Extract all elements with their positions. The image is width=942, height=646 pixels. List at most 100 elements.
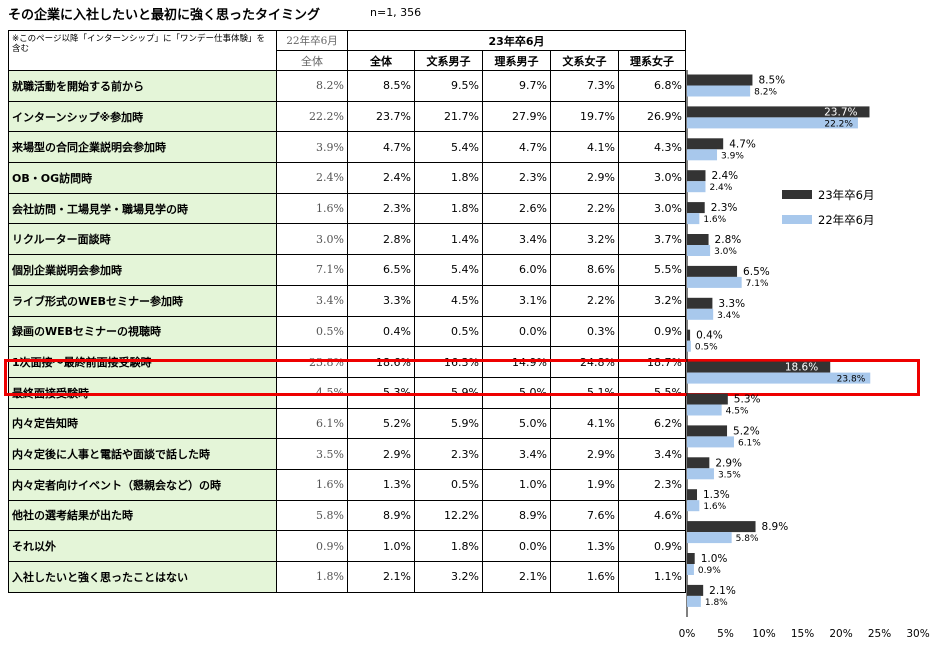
value-bunkei-male: 5.4% bbox=[414, 131, 483, 164]
x-tick-label: 25% bbox=[868, 628, 891, 640]
x-tick-label: 15% bbox=[791, 628, 814, 640]
value-rikei-male: 3.4% bbox=[482, 223, 551, 256]
bar-23 bbox=[687, 265, 738, 277]
bar-23 bbox=[687, 138, 724, 150]
row-label: 入社したいと強く思ったことはない bbox=[8, 561, 277, 593]
table-row: 個別企業説明会参加時 7.1% 6.5% 5.4% 6.0% 8.6% 5.5% bbox=[8, 254, 686, 286]
data-label-23: 2.9% bbox=[715, 457, 742, 469]
bar-23 bbox=[687, 361, 831, 373]
table-row: 最終面接受験時 4.5% 5.3% 5.9% 5.0% 5.1% 5.5% bbox=[8, 376, 686, 409]
value-22-total: 0.9% bbox=[276, 530, 348, 562]
value-bunkei-female: 4.1% bbox=[550, 407, 619, 440]
data-label-23: 0.4% bbox=[696, 330, 723, 342]
value-bunkei-male: 12.2% bbox=[414, 499, 483, 532]
bar-22 bbox=[687, 404, 722, 416]
value-total: 2.3% bbox=[347, 192, 415, 225]
value-rikei-male: 5.0% bbox=[482, 376, 551, 409]
x-tick-label: 20% bbox=[829, 628, 852, 640]
header-22: 22年卒6月 bbox=[276, 30, 348, 51]
data-label-22: 23.8% bbox=[837, 375, 866, 385]
chart-title: その企業に入社したいと最初に強く思ったタイミング bbox=[8, 8, 321, 23]
bar-23 bbox=[687, 489, 698, 501]
value-rikei-male: 2.1% bbox=[482, 561, 551, 593]
table-row: 内々定者向けイベント（懇親会など）の時 1.6% 1.3% 0.5% 1.0% 1.9% 2… bbox=[8, 468, 686, 501]
value-rikei-male: 9.7% bbox=[482, 70, 551, 102]
table-row: 他社の選考結果が出た時 5.8% 8.9% 12.2% 8.9% 7.6% 4.6% bbox=[8, 499, 686, 532]
value-bunkei-male: 0.5% bbox=[414, 315, 483, 348]
bar-22 bbox=[687, 595, 701, 607]
value-rikei-female: 4.6% bbox=[618, 499, 686, 532]
row-label: 内々定告知時 bbox=[8, 407, 277, 440]
table-row: 内々定後に人事と電話や面談で話した時 3.5% 2.9% 2.3% 3.4% 2.9% 3.… bbox=[8, 438, 686, 470]
data-label-23: 5.2% bbox=[733, 425, 760, 437]
value-bunkei-male: 2.3% bbox=[414, 438, 483, 470]
value-total: 5.2% bbox=[347, 407, 415, 440]
row-label: ライブ形式のWEBセミナー参加時 bbox=[8, 284, 277, 317]
value-bunkei-male: 3.2% bbox=[414, 561, 483, 593]
value-total: 6.5% bbox=[347, 254, 415, 286]
value-rikei-female: 1.1% bbox=[618, 561, 686, 593]
value-total: 3.3% bbox=[347, 284, 415, 317]
value-rikei-female: 3.4% bbox=[618, 438, 686, 470]
value-rikei-male: 0.0% bbox=[482, 315, 551, 348]
data-label-22: 0.9% bbox=[698, 566, 721, 576]
value-rikei-female: 5.5% bbox=[618, 254, 686, 286]
row-label: 最終面接受験時 bbox=[8, 376, 277, 409]
row-label: インターンシップ※参加時 bbox=[8, 100, 277, 133]
data-label-22: 5.8% bbox=[736, 534, 759, 544]
value-22-total: 3.9% bbox=[276, 131, 348, 164]
data-label-22: 7.1% bbox=[746, 279, 769, 289]
table-row: 内々定告知時 6.1% 5.2% 5.9% 5.0% 4.1% 6.2% bbox=[8, 407, 686, 440]
value-total: 2.8% bbox=[347, 223, 415, 256]
value-bunkei-female: 7.3% bbox=[550, 70, 619, 102]
value-bunkei-female: 1.9% bbox=[550, 468, 619, 501]
row-label: OB・OG訪問時 bbox=[8, 162, 277, 194]
bar-23 bbox=[687, 553, 695, 564]
value-bunkei-female: 2.2% bbox=[550, 192, 619, 225]
value-bunkei-male: 9.5% bbox=[414, 70, 483, 102]
bar-23 bbox=[687, 106, 870, 118]
data-label-22: 0.5% bbox=[695, 343, 718, 353]
value-bunkei-female: 8.6% bbox=[550, 254, 619, 286]
value-22-total: 6.1% bbox=[276, 407, 348, 440]
subheader-bunkei-male: 文系男子 bbox=[414, 50, 483, 71]
row-label: リクルーター面談時 bbox=[8, 223, 277, 256]
bar-23 bbox=[687, 425, 728, 437]
value-total: 8.9% bbox=[347, 499, 415, 532]
value-rikei-male: 14.9% bbox=[482, 346, 551, 378]
data-label-22: 3.0% bbox=[714, 247, 737, 257]
bar-22 bbox=[687, 85, 751, 97]
value-rikei-male: 0.0% bbox=[482, 530, 551, 562]
data-label-23: 23.7% bbox=[824, 106, 857, 118]
table-row: ライブ形式のWEBセミナー参加時 3.4% 3.3% 4.5% 3.1% 2.2% 3.2% bbox=[8, 284, 686, 317]
row-label: 来場型の合同企業説明会参加時 bbox=[8, 131, 277, 164]
bar-22 bbox=[687, 436, 734, 448]
data-label-22: 6.1% bbox=[738, 438, 761, 448]
bar-22 bbox=[687, 181, 706, 193]
x-tick-label: 5% bbox=[717, 628, 734, 640]
row-label: 録画のWEBセミナーの視聴時 bbox=[8, 315, 277, 348]
header-row-2: 全体 全体 文系男子 理系男子 文系女子 理系女子 bbox=[9, 50, 686, 71]
value-rikei-female: 18.7% bbox=[618, 346, 686, 378]
value-bunkei-male: 1.4% bbox=[414, 223, 483, 256]
data-label-22: 1.6% bbox=[703, 215, 726, 225]
bar-22 bbox=[687, 276, 742, 288]
value-bunkei-female: 2.9% bbox=[550, 438, 619, 470]
data-label-23: 6.5% bbox=[743, 266, 770, 278]
value-bunkei-female: 24.8% bbox=[550, 346, 619, 378]
value-22-total: 3.5% bbox=[276, 438, 348, 470]
value-rikei-male: 5.0% bbox=[482, 407, 551, 440]
subheader-bunkei-female: 文系女子 bbox=[550, 50, 619, 71]
note-text: ※このページ以降「インターンシップ」に「ワンデー仕事体験」を含む bbox=[8, 30, 277, 71]
data-label-23: 3.3% bbox=[718, 298, 745, 310]
bar-23 bbox=[687, 202, 705, 214]
row-label: 内々定後に人事と電話や面談で話した時 bbox=[8, 438, 277, 470]
bar-23 bbox=[687, 393, 728, 405]
data-label-22: 8.2% bbox=[754, 88, 777, 98]
value-total: 1.3% bbox=[347, 468, 415, 501]
value-22-total: 23.8% bbox=[276, 346, 348, 378]
value-bunkei-male: 1.8% bbox=[414, 192, 483, 225]
value-rikei-male: 3.1% bbox=[482, 284, 551, 317]
row-label: 会社訪問・工場見学・職場見学の時 bbox=[8, 192, 277, 225]
bar-22 bbox=[687, 564, 694, 575]
